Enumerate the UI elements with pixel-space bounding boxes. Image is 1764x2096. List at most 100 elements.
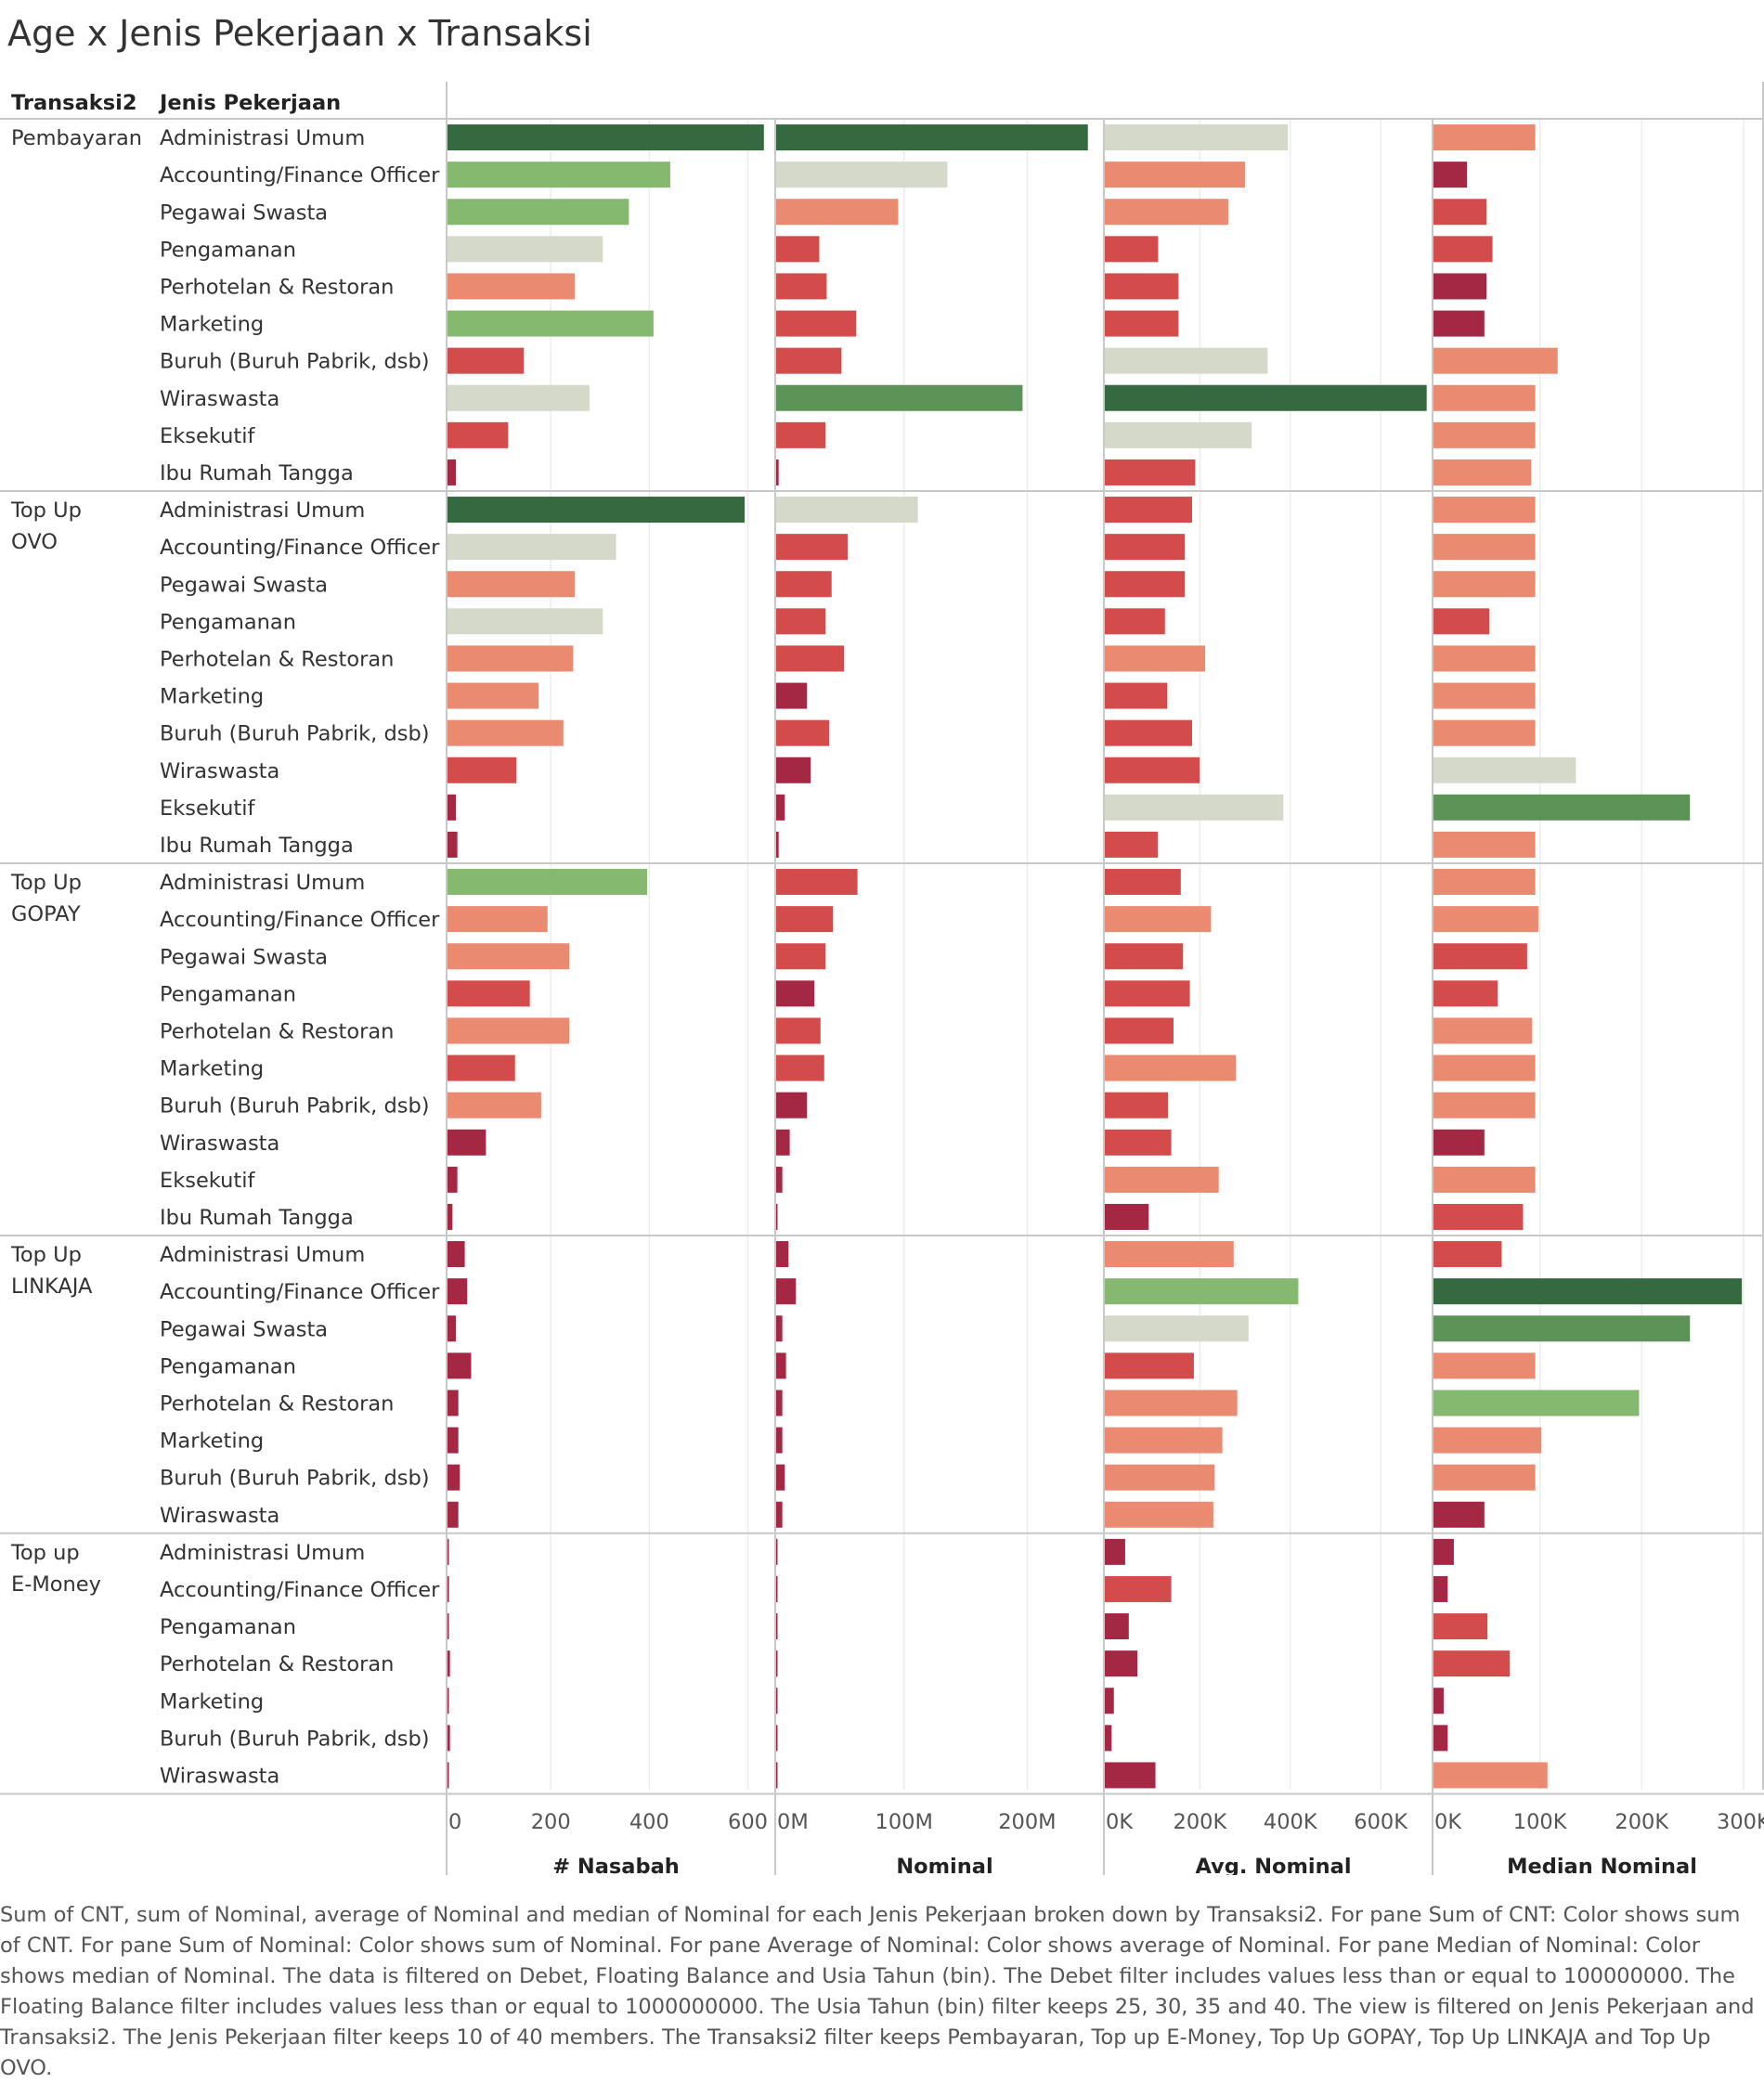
bar-pembayaran-nominal-8 (776, 421, 826, 448)
bar-top-up-e-money-median-nominal-6 (1433, 1762, 1548, 1789)
row-label: Buruh (Buruh Pabrik, dsb) (160, 722, 430, 746)
bar-top-up-linkaja-median-nominal-2 (1433, 1315, 1691, 1342)
row-label: Administrasi Umum (160, 871, 365, 895)
bar-pembayaran-nominal-9 (776, 459, 779, 485)
row-label: Wiraswasta (160, 1764, 279, 1788)
bar-top-up-gopay-avg-nominal-9 (1105, 1203, 1149, 1230)
axis-title-median-nominal: Median Nominal (1507, 1855, 1697, 1875)
bar-top-up-linkaja-nasabah-4 (447, 1390, 459, 1417)
bar-pembayaran-median-nominal-5 (1433, 310, 1485, 337)
row-header-jenis-pekerjaan: Jenis Pekerjaan (158, 91, 341, 115)
bar-top-up-e-money-nominal-5 (776, 1725, 778, 1752)
row-label: Buruh (Buruh Pabrik, dsb) (160, 350, 430, 374)
bar-top-up-gopay-nasabah-3 (447, 980, 530, 1007)
bar-top-up-e-money-avg-nominal-6 (1105, 1762, 1156, 1789)
bar-top-up-ovo-avg-nominal-2 (1105, 571, 1186, 598)
bar-pembayaran-median-nominal-0 (1433, 124, 1536, 151)
row-label: Accounting/Finance Officer (160, 1280, 440, 1304)
row-label: Eksekutif (160, 1169, 255, 1193)
bar-top-up-gopay-nasabah-7 (447, 1129, 486, 1156)
bar-top-up-linkaja-avg-nominal-3 (1105, 1352, 1194, 1379)
bar-top-up-gopay-nominal-7 (776, 1129, 790, 1156)
bar-top-up-gopay-nasabah-4 (447, 1017, 570, 1044)
bar-top-up-gopay-nominal-3 (776, 980, 815, 1007)
bar-pembayaran-median-nominal-2 (1433, 199, 1487, 226)
bar-top-up-linkaja-nasabah-2 (447, 1315, 457, 1342)
bars (447, 124, 1743, 1789)
bar-pembayaran-avg-nominal-8 (1105, 421, 1252, 448)
bar-top-up-linkaja-avg-nominal-2 (1105, 1315, 1249, 1342)
row-labels: Administrasi Umum Accounting/Finance Offi… (160, 126, 440, 1788)
bar-top-up-e-money-nasabah-2 (447, 1613, 449, 1640)
row-label: Buruh (Buruh Pabrik, dsb) (160, 1727, 430, 1751)
bar-top-up-linkaja-nasabah-3 (447, 1352, 472, 1379)
row-label: Pengamanan (160, 610, 296, 634)
bar-pembayaran-nominal-0 (776, 124, 1088, 151)
bar-top-up-ovo-median-nominal-2 (1433, 571, 1536, 598)
bar-top-up-ovo-median-nominal-3 (1433, 608, 1490, 635)
bar-top-up-ovo-median-nominal-0 (1433, 497, 1536, 524)
bar-top-up-linkaja-median-nominal-5 (1433, 1427, 1542, 1454)
bar-top-up-linkaja-median-nominal-4 (1433, 1390, 1640, 1417)
row-label: Perhotelan & Restoran (160, 1019, 394, 1043)
row-label: Perhotelan & Restoran (160, 275, 394, 299)
bar-top-up-e-money-nominal-6 (776, 1762, 778, 1789)
tick-label: 400K (1264, 1810, 1318, 1834)
row-label: Eksekutif (160, 796, 255, 821)
row-label: Accounting/Finance Officer (160, 908, 440, 932)
row-label: Pengamanan (160, 238, 296, 262)
bar-top-up-gopay-nasabah-6 (447, 1092, 541, 1119)
bar-pembayaran-avg-nominal-1 (1105, 162, 1245, 188)
bar-top-up-linkaja-nominal-3 (776, 1352, 786, 1379)
tick-label: 200 (531, 1810, 571, 1834)
bar-top-up-e-money-avg-nominal-1 (1105, 1575, 1172, 1602)
row-label: Pengamanan (160, 1615, 296, 1639)
bar-pembayaran-nasabah-2 (447, 199, 629, 226)
bar-top-up-linkaja-median-nominal-3 (1433, 1352, 1536, 1379)
bar-top-up-linkaja-median-nominal-1 (1433, 1278, 1743, 1305)
bar-top-up-gopay-avg-nominal-3 (1105, 980, 1190, 1007)
bar-pembayaran-nasabah-9 (447, 459, 457, 485)
bar-top-up-ovo-median-nominal-5 (1433, 682, 1536, 709)
row-label: Pengamanan (160, 982, 296, 1006)
row-label: Pegawai Swasta (160, 1317, 328, 1341)
group-label-top-up-gopay: Top Up GOPAY (10, 871, 82, 926)
bar-top-up-e-money-median-nominal-2 (1433, 1613, 1488, 1640)
bar-top-up-ovo-nominal-8 (776, 794, 785, 821)
bar-top-up-e-money-nominal-0 (776, 1538, 778, 1565)
bar-pembayaran-nominal-7 (776, 384, 1023, 411)
bar-top-up-e-money-nasabah-4 (447, 1688, 449, 1714)
bar-pembayaran-avg-nominal-4 (1105, 273, 1179, 300)
bar-top-up-ovo-nasabah-1 (447, 534, 616, 561)
bar-top-up-ovo-median-nominal-7 (1433, 757, 1576, 783)
bar-top-up-ovo-avg-nominal-8 (1105, 794, 1284, 821)
bar-pembayaran-median-nominal-1 (1433, 162, 1468, 188)
row-label: Pengamanan (160, 1354, 296, 1378)
bar-top-up-gopay-median-nominal-3 (1433, 980, 1498, 1007)
bar-top-up-gopay-avg-nominal-7 (1105, 1129, 1172, 1156)
bar-pembayaran-avg-nominal-3 (1105, 236, 1159, 263)
bar-top-up-gopay-median-nominal-7 (1433, 1129, 1485, 1156)
bar-top-up-gopay-nominal-6 (776, 1092, 808, 1119)
bar-pembayaran-avg-nominal-5 (1105, 310, 1179, 337)
bar-pembayaran-nasabah-4 (447, 273, 575, 300)
tick-label: 200M (998, 1810, 1056, 1834)
bar-top-up-linkaja-nasabah-0 (447, 1241, 465, 1268)
bar-pembayaran-avg-nominal-7 (1105, 384, 1427, 411)
bar-top-up-ovo-avg-nominal-1 (1105, 534, 1186, 561)
bar-top-up-gopay-nominal-9 (776, 1203, 778, 1230)
bar-top-up-linkaja-avg-nominal-6 (1105, 1464, 1215, 1491)
bar-top-up-ovo-nominal-5 (776, 682, 808, 709)
bar-top-up-e-money-avg-nominal-0 (1105, 1538, 1125, 1565)
bar-top-up-gopay-nominal-0 (776, 869, 858, 896)
row-label: Marketing (160, 313, 264, 337)
group-label-pembayaran: Pembayaran (11, 126, 142, 150)
bar-top-up-linkaja-avg-nominal-7 (1105, 1501, 1213, 1528)
bar-pembayaran-nominal-5 (776, 310, 857, 337)
bar-pembayaran-nominal-1 (776, 162, 948, 188)
tick-label: 0 (448, 1810, 461, 1834)
bar-top-up-gopay-nasabah-9 (447, 1203, 453, 1230)
bar-top-up-e-money-median-nominal-5 (1433, 1725, 1448, 1752)
row-label: Administrasi Umum (160, 1541, 365, 1565)
axes: 0 200 400 600 # Nasabah 0M 100M 200M Nominal 0K 20… (448, 1810, 1764, 1875)
